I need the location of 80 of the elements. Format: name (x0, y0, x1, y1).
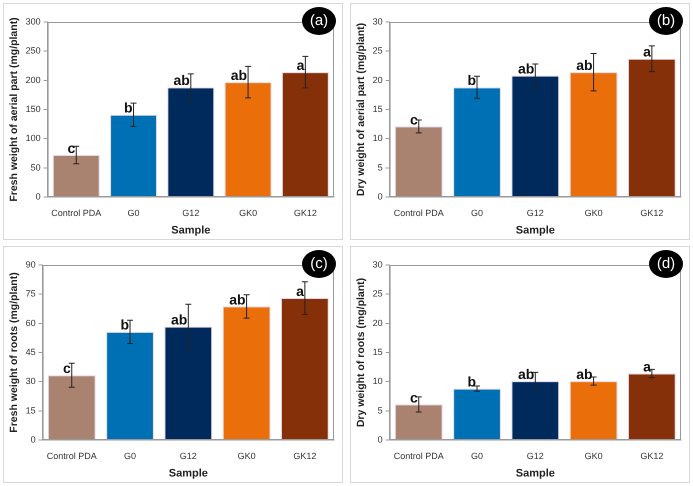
chart-title: (b) (649, 7, 683, 35)
annotation: ab (170, 312, 188, 328)
chart-title: (d) (649, 250, 683, 278)
y-tick-label: 10 (372, 133, 383, 144)
annotation: a (296, 282, 304, 299)
annotation: b (467, 374, 476, 390)
x-tick-label: Control PDA (394, 450, 444, 461)
y-tick-label: 90 (26, 259, 36, 270)
x-tick-label: Control PDA (394, 208, 444, 218)
y-tick-label: 300 (26, 16, 41, 26)
y-tick-label: 150 (26, 104, 41, 114)
y-tick-label: 45 (26, 346, 36, 357)
x-tick-label: G0 (471, 450, 484, 461)
x-tick-label: GK12 (293, 450, 316, 461)
y-axis-title: Dry weight of roots (mg/plant) (355, 278, 368, 428)
y-tick-label: 25 (372, 46, 383, 56)
chart-title: (c) (302, 250, 336, 278)
annotation: b (124, 100, 133, 116)
x-axis-title: Sample (516, 467, 555, 480)
x-axis-title: Sample (168, 467, 208, 480)
x-tick-label: Control PDA (46, 450, 97, 461)
x-tick-label: GK0 (584, 208, 603, 218)
y-tick-label: 20 (372, 318, 383, 328)
x-tick-label: G12 (182, 208, 200, 218)
annotation: c (410, 111, 418, 128)
y-tick-label: 75 (26, 288, 36, 299)
annotation: a (643, 358, 652, 374)
annotation: ab (229, 291, 246, 308)
y-tick-label: 0 (378, 434, 383, 444)
y-tick-label: 30 (372, 16, 383, 26)
y-tick-label: 30 (372, 259, 383, 270)
annotation: c (62, 360, 71, 376)
x-tick-label: G12 (180, 450, 197, 461)
x-tick-label: GK0 (239, 208, 258, 218)
annotation: c (67, 140, 76, 156)
y-tick-label: 10 (372, 376, 383, 386)
y-tick-label: 100 (26, 133, 41, 144)
x-tick-label: Control PDA (51, 208, 102, 218)
chart-title: (a) (302, 7, 336, 35)
x-tick-label: GK12 (640, 208, 664, 218)
y-axis-title: Dry weight of aerial part (mg/plant) (355, 22, 368, 196)
y-axis-title: Fresh weight of aerial part (mg/plant) (8, 17, 20, 202)
x-tick-label: G0 (471, 208, 484, 218)
annotation: a (643, 44, 652, 60)
y-tick-label: 30 (26, 376, 36, 386)
annotation: ab (576, 57, 593, 74)
annotation: ab (518, 60, 534, 77)
x-tick-label: GK0 (238, 450, 256, 461)
annotation: ab (230, 66, 248, 83)
x-tick-label: GK0 (584, 450, 603, 461)
x-axis-title: Sample (516, 224, 555, 236)
x-tick-label: G0 (124, 450, 136, 461)
annotation: a (296, 57, 305, 74)
y-tick-label: 0 (36, 191, 41, 202)
y-tick-label: 0 (378, 191, 383, 202)
annotation: ab (576, 366, 593, 382)
x-tick-label: G12 (526, 450, 544, 461)
y-tick-label: 5 (378, 162, 383, 172)
x-tick-label: G0 (128, 208, 140, 218)
x-tick-label: GK12 (640, 450, 664, 461)
y-tick-label: 5 (378, 405, 383, 416)
y-tick-label: 50 (30, 162, 41, 172)
y-tick-label: 250 (26, 46, 41, 56)
y-tick-label: 25 (372, 288, 383, 299)
y-axis-title: Fresh weight of roots (mg/plant) (8, 272, 20, 433)
annotation: b (120, 316, 130, 333)
y-tick-label: 200 (26, 74, 41, 85)
annotation: ab (518, 366, 534, 382)
y-tick-label: 0 (30, 434, 36, 444)
y-tick-label: 15 (26, 405, 36, 416)
y-tick-label: 15 (372, 104, 383, 114)
annotation: c (410, 389, 418, 406)
x-tick-label: GK12 (294, 208, 317, 218)
y-tick-label: 60 (26, 318, 36, 328)
y-tick-label: 20 (372, 74, 383, 85)
x-axis-title: Sample (171, 224, 210, 236)
x-tick-label: G12 (526, 208, 544, 218)
annotation: ab (173, 72, 190, 88)
annotation: b (467, 72, 476, 88)
y-tick-label: 15 (372, 346, 383, 357)
